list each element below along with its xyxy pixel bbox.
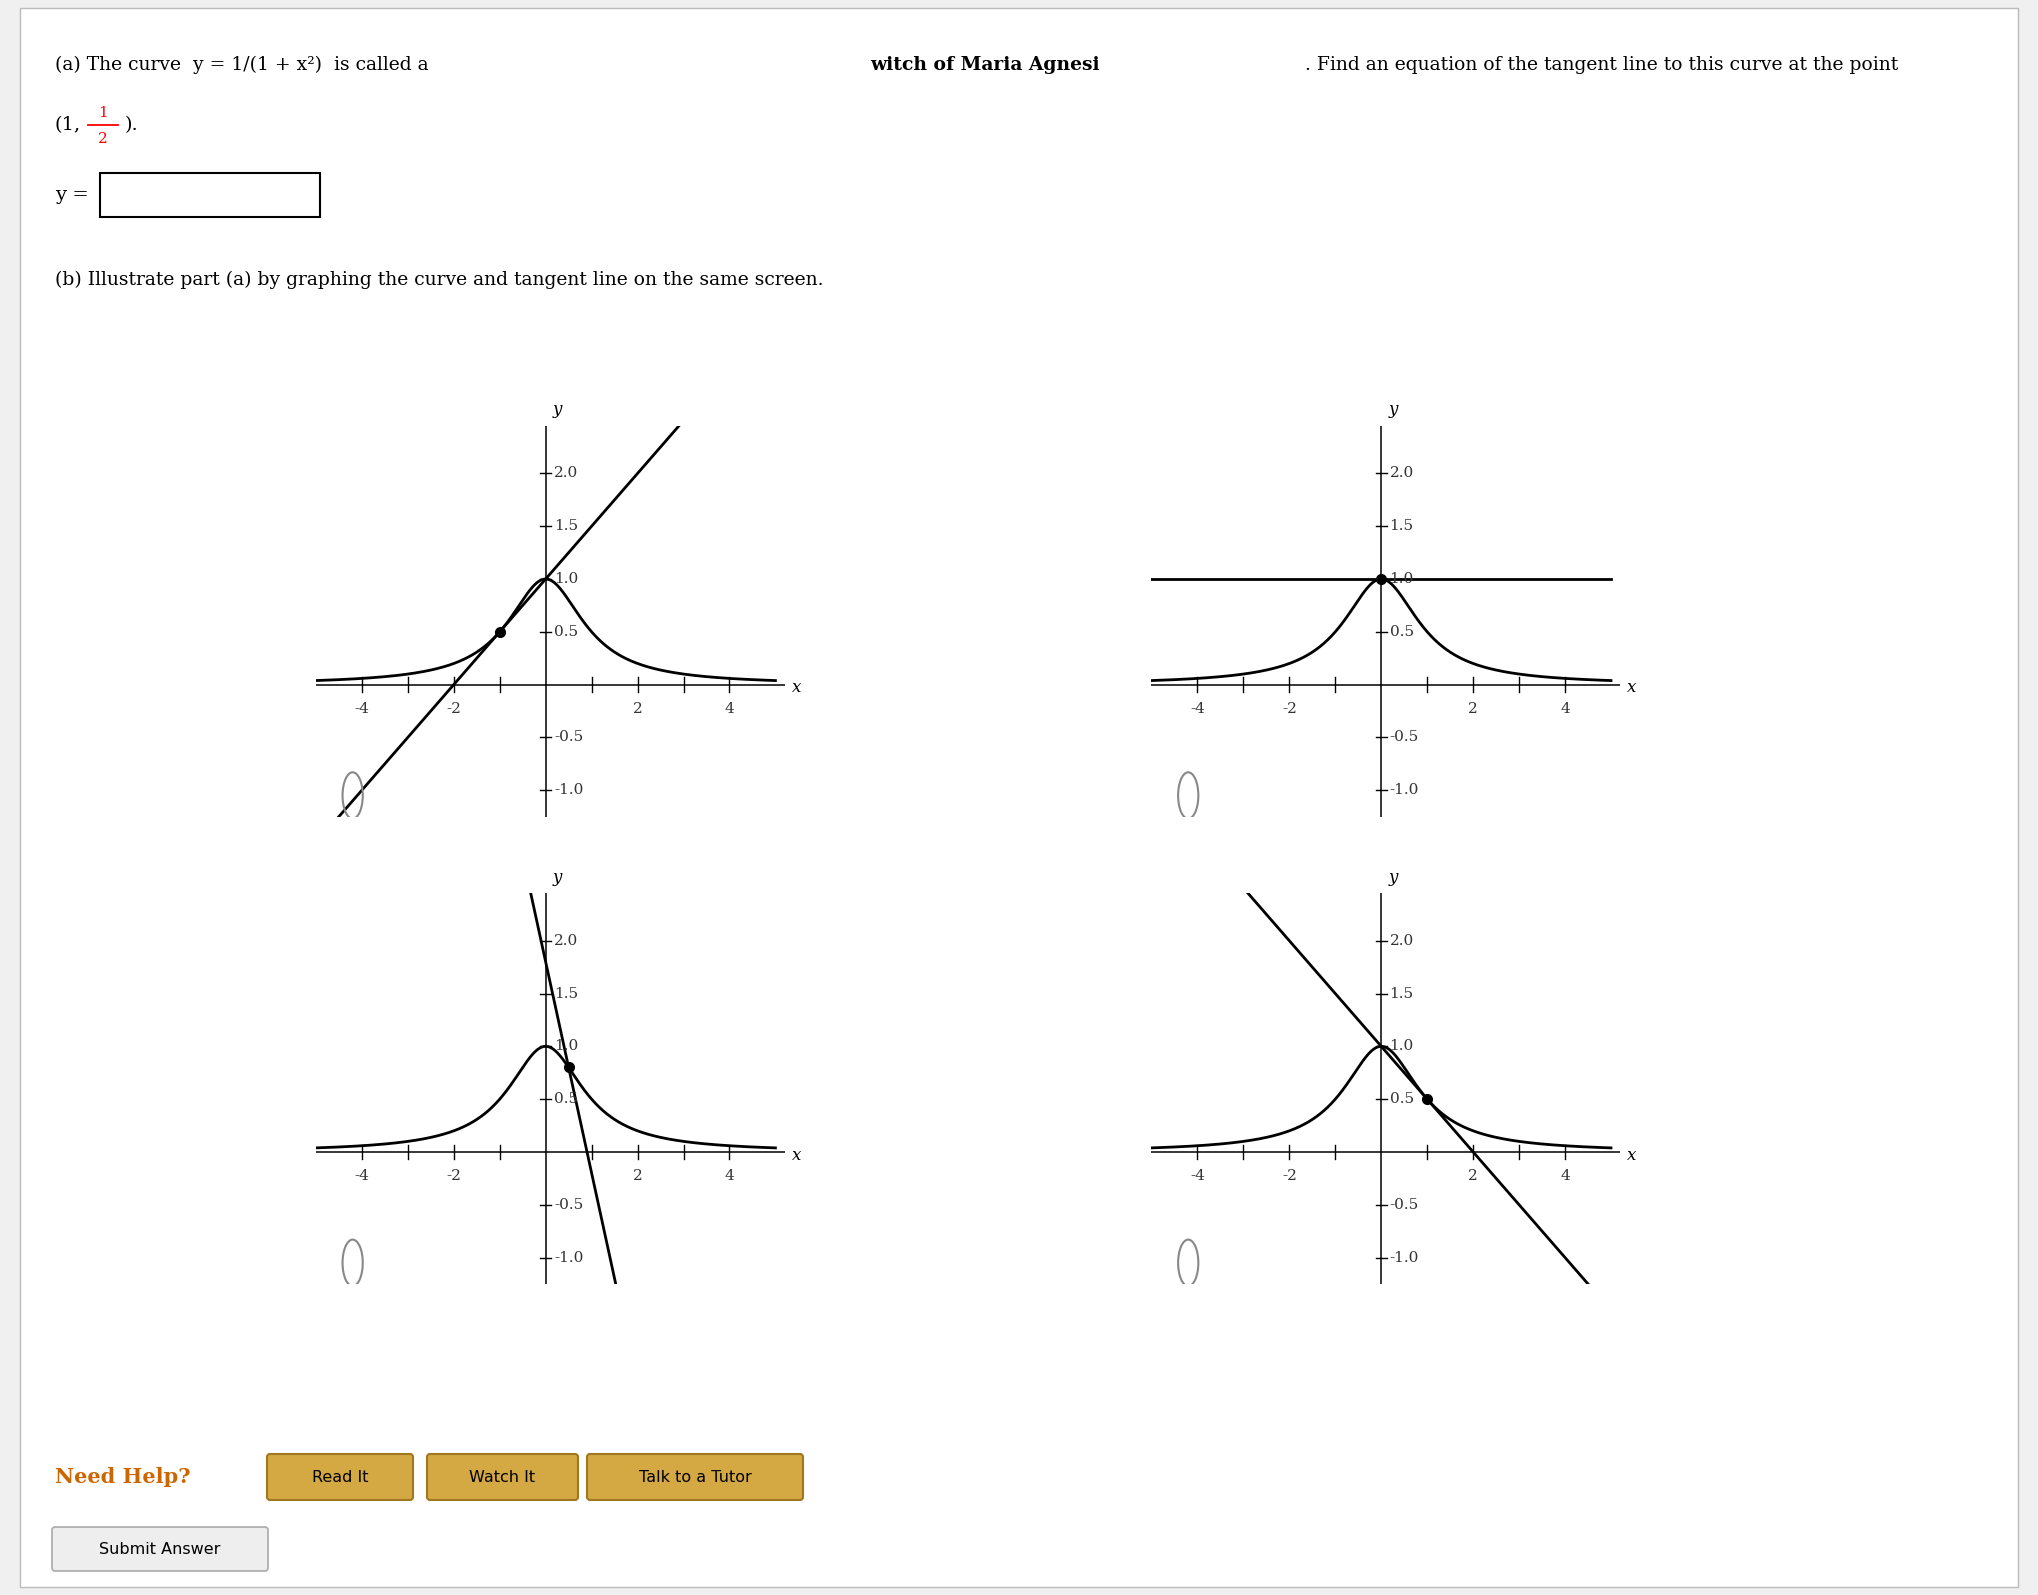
Text: y: y <box>552 869 562 885</box>
Text: 0.5: 0.5 <box>1390 625 1414 640</box>
Text: 2.0: 2.0 <box>554 466 579 480</box>
FancyBboxPatch shape <box>20 8 2018 1587</box>
Text: -0.5: -0.5 <box>554 1198 583 1212</box>
Text: 4: 4 <box>1561 702 1569 716</box>
FancyBboxPatch shape <box>428 1455 579 1499</box>
Text: 1.5: 1.5 <box>554 987 579 1000</box>
Text: 1.5: 1.5 <box>554 520 579 533</box>
Text: witch of Maria Agnesi: witch of Maria Agnesi <box>870 56 1101 73</box>
Text: x: x <box>1626 679 1637 697</box>
Text: -1.0: -1.0 <box>554 783 583 798</box>
Text: 1.0: 1.0 <box>1390 573 1414 585</box>
Text: -2: -2 <box>446 1169 461 1183</box>
FancyBboxPatch shape <box>267 1455 414 1499</box>
Text: . Find an equation of the tangent line to this curve at the point: . Find an equation of the tangent line t… <box>1304 56 1897 73</box>
Text: -0.5: -0.5 <box>1390 731 1418 745</box>
Text: Read It: Read It <box>312 1469 369 1485</box>
Text: 2: 2 <box>1467 1169 1478 1183</box>
Text: y: y <box>1388 402 1398 418</box>
FancyBboxPatch shape <box>587 1455 803 1499</box>
Text: -0.5: -0.5 <box>1390 1198 1418 1212</box>
Text: 0.5: 0.5 <box>1390 1093 1414 1107</box>
Text: 2: 2 <box>98 132 108 147</box>
Text: (1,: (1, <box>55 116 82 134</box>
Text: -4: -4 <box>1190 1169 1204 1183</box>
Text: (b) Illustrate part (a) by graphing the curve and tangent line on the same scree: (b) Illustrate part (a) by graphing the … <box>55 271 823 289</box>
Text: -1.0: -1.0 <box>1390 1250 1418 1265</box>
Text: -1.0: -1.0 <box>1390 783 1418 798</box>
Text: ).: ). <box>124 116 139 134</box>
Text: Talk to a Tutor: Talk to a Tutor <box>638 1469 752 1485</box>
Text: 1.0: 1.0 <box>554 573 579 585</box>
Text: 0.5: 0.5 <box>554 1093 579 1107</box>
Text: -4: -4 <box>355 1169 369 1183</box>
Text: 4: 4 <box>726 702 734 716</box>
Text: 2.0: 2.0 <box>554 933 579 947</box>
Text: 1.5: 1.5 <box>1390 520 1414 533</box>
Text: (a) The curve  y = 1/(1 + x²)  is called a: (a) The curve y = 1/(1 + x²) is called a <box>55 56 434 73</box>
Text: -2: -2 <box>1282 702 1296 716</box>
Text: 2: 2 <box>1467 702 1478 716</box>
Text: Need Help?: Need Help? <box>55 1467 192 1487</box>
Text: -4: -4 <box>355 702 369 716</box>
Text: 2.0: 2.0 <box>1390 466 1414 480</box>
Text: -0.5: -0.5 <box>554 731 583 745</box>
Text: Submit Answer: Submit Answer <box>100 1542 220 1557</box>
FancyBboxPatch shape <box>53 1526 269 1571</box>
Text: 2.0: 2.0 <box>1390 933 1414 947</box>
Text: 1.5: 1.5 <box>1390 987 1414 1000</box>
Text: x: x <box>791 679 801 697</box>
Text: 2: 2 <box>632 1169 642 1183</box>
Text: 4: 4 <box>1561 1169 1569 1183</box>
Text: -2: -2 <box>1282 1169 1296 1183</box>
Text: 1.0: 1.0 <box>554 1040 579 1053</box>
Text: 2: 2 <box>632 702 642 716</box>
Text: 0.5: 0.5 <box>554 625 579 640</box>
Text: -2: -2 <box>446 702 461 716</box>
Text: y =: y = <box>55 187 90 204</box>
Text: Watch It: Watch It <box>469 1469 536 1485</box>
Text: x: x <box>1626 1147 1637 1164</box>
Text: -1.0: -1.0 <box>554 1250 583 1265</box>
Text: -4: -4 <box>1190 702 1204 716</box>
Text: 4: 4 <box>726 1169 734 1183</box>
Text: x: x <box>791 1147 801 1164</box>
FancyBboxPatch shape <box>100 172 320 217</box>
Text: y: y <box>1388 869 1398 885</box>
Text: 1: 1 <box>98 105 108 120</box>
Text: y: y <box>552 402 562 418</box>
Text: 1.0: 1.0 <box>1390 1040 1414 1053</box>
